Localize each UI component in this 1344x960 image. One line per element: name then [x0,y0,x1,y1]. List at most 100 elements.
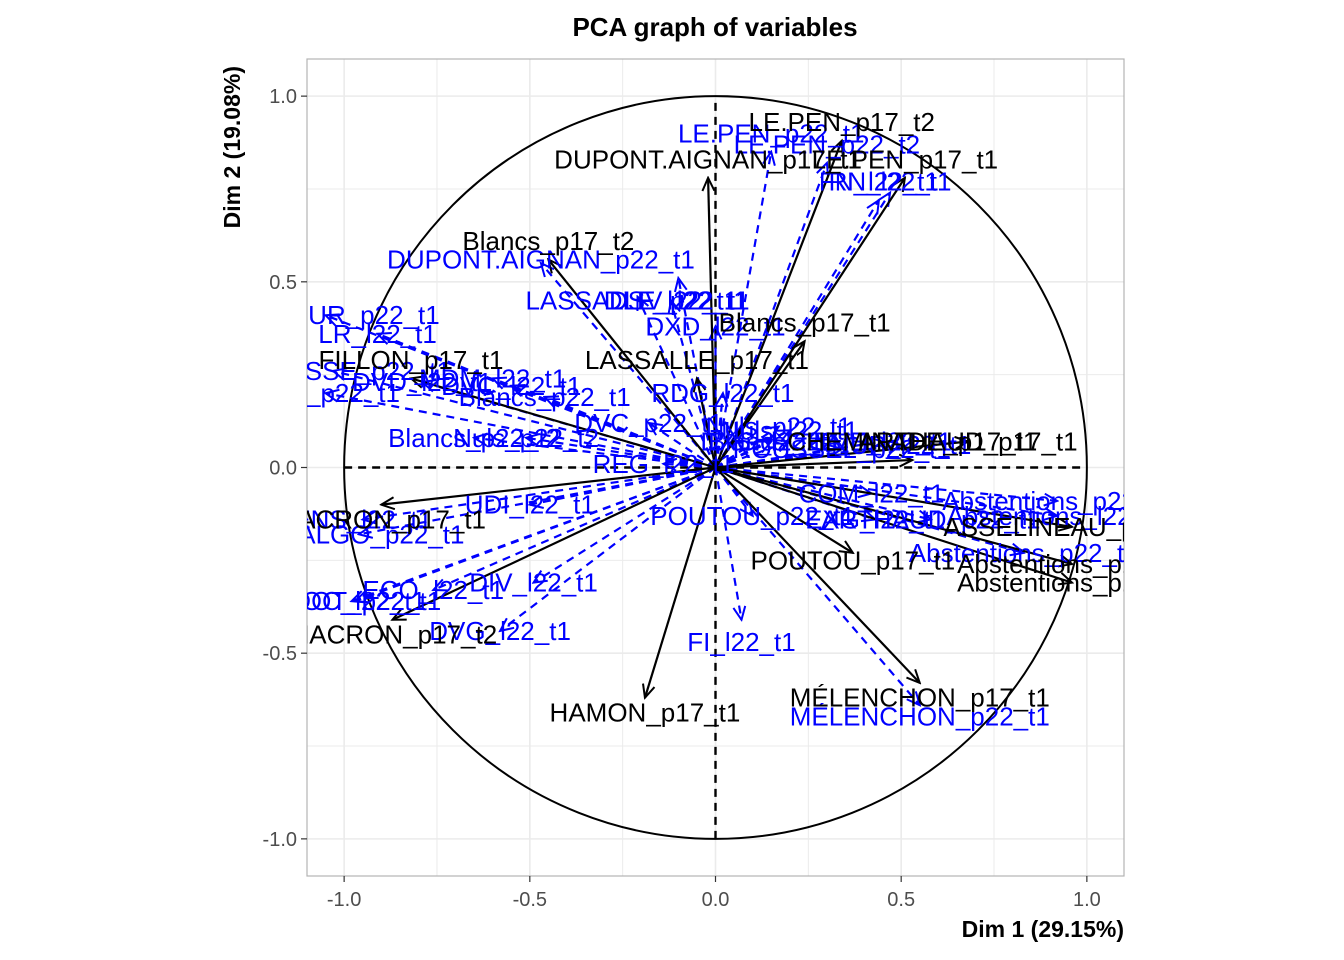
label-blancs-p22-t2: Blancs_p22_t2 [388,423,560,453]
label-le-pen-p17-t2: LE.PEN_p17_t2 [749,107,935,137]
label-abstentions-p22-t1: Abstentions_p22_t1 [942,486,1172,516]
label-arthaud-p17-t1: ARTHAUD_p17_t1 [858,427,1077,457]
arrow-blancs-p22-t2 [474,438,716,469]
label-reg-l22-t1: REG_l22_t1 [593,449,735,479]
arrow-dupont-aignan-p17-t1 [708,178,717,468]
label-dupont-aignan-p17-t1: DUPONT.AIGNAN_p17_t1 [554,144,862,174]
arrow-rdg-l22-t1 [714,393,723,468]
y-tick-label: 0.5 [269,272,297,294]
label-ens-l22-t1: ENS_l22_t1 [293,504,432,534]
arrow-div-l22-t1 [534,466,717,583]
arrow-nuls-p22-t1 [714,427,779,469]
arrow-macron-p17-t2 [392,466,716,620]
arrow-blancs-p22-t1 [545,397,716,469]
label-eco-l22-t1: ECO_l22_t1 [362,575,504,605]
arrow-le-pen-p22-t1 [714,152,772,468]
label-dsv-l22-t1: DSV_l22_t1 [609,285,748,315]
arrow-fi-l22-t1 [714,467,742,620]
label-pecresse-p22-t1: PÉCRESSE_p22_t1 [215,356,451,386]
label-hidalgo-p22-t1: HIDALGO_p22_t1 [253,519,464,549]
arrow-dvg-l22-t1 [500,466,717,631]
x-axis-title: Dim 1 (29.15%) [962,916,1124,942]
label-asselineau-p17-t1: ASSELINEAU_p17_t1 [943,512,1200,542]
y-tick-label: -1.0 [263,829,297,851]
label-rn-l22-t1: RN_l22_t1 [829,167,952,197]
arrow-lassalle-p22-t1 [638,297,717,468]
arrow-dxg-l22-t1 [715,442,772,469]
label-blancs-l22-t1: Blancs_l22_t1 [708,427,871,457]
label-dvd-l22-t1: DVD_l22_t1 [352,367,492,397]
arrow-le-pen-p22-t2 [714,163,827,468]
y-axis-title: Dim 2 (19.08%) [219,66,245,228]
arrow-abstentions-p17-t2 [715,466,1073,583]
arrow-abstentions-l22-t1 [715,466,1058,516]
label-melenchon-p17-t1: MÉLENCHON_p17_t1 [790,683,1050,713]
arrow-eco-l22-t1 [433,466,716,591]
arrow-hamon-p17-t1 [645,467,717,698]
arrow-reg-l22-t1 [664,464,716,468]
label-abstentions-p17-t1: Abstentions_p17_t1 [957,549,1187,579]
label-dxg-l22-t1: DXG_l22_t1 [700,427,842,457]
label-blancs-p22-t1: Blancs_p22_t1 [459,382,631,412]
active-labels: LE.PEN_p17_t2LE.PEN_p17_t1DUPONT.AIGNAN_… [276,107,1200,727]
arrow-lassalle-p17-t1 [697,378,717,468]
arrow-abstentions-p22-t1 [715,466,1058,501]
label-mdm-l22-t1: MDM_l22_t1 [419,363,566,393]
arrow-pecresse-p22-t1 [333,371,716,469]
chart-title: PCA graph of variables [572,12,857,42]
label-udi-l22-t1: UDI_l22_t1 [465,490,595,520]
label-rec-p22-t1: REC_p22_t1 [251,378,400,408]
label-dvc-p22-t1: DVC_p22_t1 [574,408,723,438]
label-nuls-p22-t1: Nuls_p22_t1 [706,412,852,442]
y-axis-ticks: -1.0 -0.5 0.0 0.5 1.0 [263,86,307,851]
label-blancs-p17-t2: Blancs_p17_t2 [462,226,634,256]
arrow-jadot-p22-t1 [352,466,716,602]
arrow-rec-p22-t1 [326,393,716,469]
label-rdg-l22-t1: RDG_l22_t1 [651,378,794,408]
y-tick-label: 0.0 [269,458,297,480]
x-tick-label: 1.0 [1073,889,1101,911]
label-le-pen-p22-t2: LE.PEN_p22_t2 [734,129,920,159]
label-abstentions-p17-t2: Abstentions_p17_t2 [957,568,1187,598]
arrow-blancs-p17-t2 [548,260,717,469]
arrow-nuls-p22-t2 [526,438,716,469]
label-roussel-p22-t1: ROUSSEL_p22_t1 [733,434,951,464]
arrow-arthaud-p22-t1 [715,466,931,520]
label-dupont-aignan-p22-t1: DUPONT.AIGNAN_p22_t1 [387,245,695,275]
arrow-asselineau-p17-t1 [715,466,1073,527]
arrow-poutou-p22-t1 [714,466,753,516]
label-com-l22-t1: COM_l22_t1 [798,478,944,508]
x-tick-label: -0.5 [513,889,547,911]
arrow-fn-l22-t1 [714,200,879,469]
label-dvg-l22-t1: DVG_l22_t1 [429,616,571,646]
x-axis-ticks: -1.0 -0.5 0.0 0.5 1.0 [327,876,1101,911]
label-fillon-p17-t1: FILLON_p17_t1 [318,345,503,375]
arrow-arthaud-p17-t1 [715,442,969,469]
label-nuls-p22-t2: Nuls_p22_t2 [453,423,599,453]
label-poutou-p17-t1: POUTOU_p17_t1 [751,545,956,575]
arrow-blancs-p17-t1 [714,341,805,469]
arrow-cheminade-p17-t1 [715,460,913,469]
arrow-ens-l22-t1 [363,466,716,520]
label-arthaud-p22-t1: ARTHAUD_p22_t1 [821,504,1040,534]
label-abstentions-l22-t1: Abstentions_l22_t1 [947,501,1168,531]
label-le-pen-p17-t1: LE.PEN_p17_t1 [812,144,998,174]
x-tick-label: 0.5 [887,889,915,911]
label-dxd-l22-t1: DXD_l22_t1 [645,311,785,341]
label-abstentions-p22-t2: Abstentions_p22_t2 [909,538,1139,568]
x-tick-label: 0.0 [702,889,730,911]
label-jadot-p22-t1: JADOT_p22_t1 [262,586,441,616]
label-lassalle-p22-t1: LASSALLE_p22_t1 [525,285,749,315]
active-arrows [381,141,1072,698]
label-cheminade-p17-t1: CHEMINADE_p17_t1 [787,427,1037,457]
label-exg-l22-t1: EXG_l22_t1 [805,504,945,534]
y-tick-label: -0.5 [263,643,297,665]
label-zemmour-p22-t1: ZEMMOUR_p22_t1 [211,300,439,330]
label-fn-l22-t1: FN_l22_t1 [819,167,939,197]
label-soc-l22-t1: SOC_l22_t1 [284,586,426,616]
label-macron-p17-t1: MACRON_p17_t1 [276,504,486,534]
arrow-rn-l22-t1 [714,193,891,469]
